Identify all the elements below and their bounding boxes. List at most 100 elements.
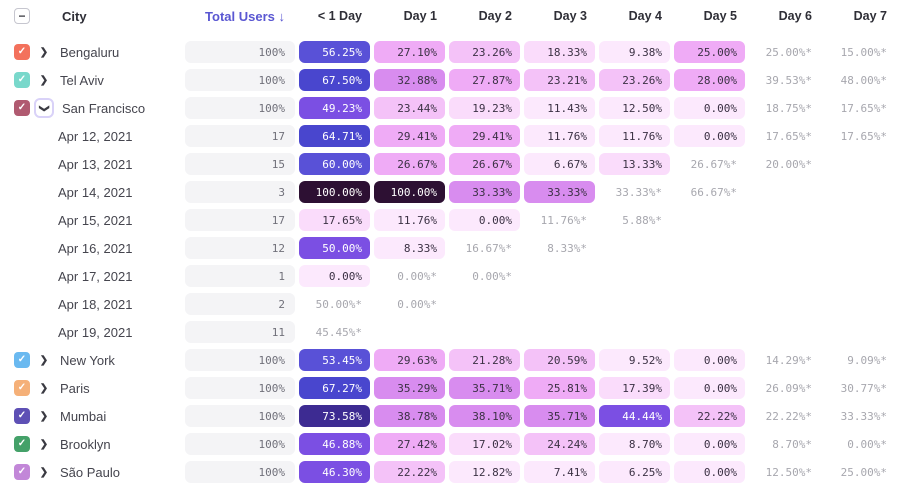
select-all-checkbox[interactable]: − bbox=[14, 8, 30, 24]
retention-cell[interactable]: 0.00% bbox=[299, 265, 370, 287]
retention-cell[interactable]: 8.70% bbox=[599, 433, 670, 455]
retention-cell[interactable]: 25.81% bbox=[524, 377, 595, 399]
retention-cell[interactable]: 23.26% bbox=[449, 41, 520, 63]
retention-cell-estimated[interactable]: 20.00%* bbox=[765, 157, 812, 171]
retention-cell[interactable]: 17.39% bbox=[599, 377, 670, 399]
retention-cell[interactable]: 26.67% bbox=[374, 153, 445, 175]
retention-cell[interactable]: 33.33% bbox=[449, 181, 520, 203]
row-checkbox-tel-aviv[interactable]: ✓ bbox=[14, 72, 30, 88]
retention-cell-estimated[interactable]: 18.75%* bbox=[765, 101, 812, 115]
retention-cell[interactable]: 27.10% bbox=[374, 41, 445, 63]
retention-cell[interactable]: 46.30% bbox=[299, 461, 370, 483]
retention-cell[interactable]: 11.76% bbox=[524, 125, 595, 147]
retention-cell-estimated[interactable]: 66.67%* bbox=[690, 185, 737, 199]
expand-chevron-icon[interactable]: ❯ bbox=[36, 75, 52, 86]
retention-cell[interactable]: 60.00% bbox=[299, 153, 370, 175]
retention-cell[interactable]: 100.00% bbox=[374, 181, 445, 203]
retention-cell[interactable]: 23.44% bbox=[374, 97, 445, 119]
retention-cell-estimated[interactable]: 22.22%* bbox=[765, 409, 812, 423]
retention-cell[interactable]: 11.76% bbox=[374, 209, 445, 231]
retention-cell[interactable]: 6.67% bbox=[524, 153, 595, 175]
retention-cell[interactable]: 56.25% bbox=[299, 41, 370, 63]
retention-cell[interactable]: 0.00% bbox=[674, 349, 745, 371]
retention-cell[interactable]: 17.65% bbox=[299, 209, 370, 231]
retention-cell[interactable]: 35.29% bbox=[374, 377, 445, 399]
retention-cell[interactable]: 11.76% bbox=[599, 125, 670, 147]
retention-cell[interactable]: 19.23% bbox=[449, 97, 520, 119]
retention-cell-estimated[interactable]: 5.88%* bbox=[622, 213, 662, 227]
retention-cell[interactable]: 25.00% bbox=[674, 41, 745, 63]
retention-cell-estimated[interactable]: 48.00%* bbox=[840, 73, 887, 87]
row-checkbox-san-francisco[interactable]: ✓ bbox=[14, 100, 30, 116]
retention-cell-estimated[interactable]: 39.53%* bbox=[765, 73, 812, 87]
retention-cell[interactable]: 0.00% bbox=[674, 433, 745, 455]
retention-cell[interactable]: 32.88% bbox=[374, 69, 445, 91]
retention-cell-estimated[interactable]: 30.77%* bbox=[840, 381, 887, 395]
collapse-chevron-icon[interactable]: ❯ bbox=[34, 98, 54, 118]
retention-cell[interactable]: 29.41% bbox=[374, 125, 445, 147]
retention-cell-estimated[interactable]: 11.76%* bbox=[540, 213, 587, 227]
retention-cell[interactable]: 12.50% bbox=[599, 97, 670, 119]
retention-cell-estimated[interactable]: 14.29%* bbox=[765, 353, 812, 367]
retention-cell[interactable]: 73.58% bbox=[299, 405, 370, 427]
retention-cell[interactable]: 8.33% bbox=[374, 237, 445, 259]
retention-cell-estimated[interactable]: 45.45%* bbox=[315, 325, 362, 339]
retention-cell[interactable]: 28.00% bbox=[674, 69, 745, 91]
retention-cell-estimated[interactable]: 16.67%* bbox=[465, 241, 512, 255]
retention-cell[interactable]: 27.87% bbox=[449, 69, 520, 91]
retention-cell[interactable]: 12.82% bbox=[449, 461, 520, 483]
retention-cell[interactable]: 100.00% bbox=[299, 181, 370, 203]
row-checkbox-paris[interactable]: ✓ bbox=[14, 380, 30, 396]
retention-cell[interactable]: 0.00% bbox=[449, 209, 520, 231]
retention-cell[interactable]: 7.41% bbox=[524, 461, 595, 483]
retention-cell-estimated[interactable]: 0.00%* bbox=[397, 269, 437, 283]
retention-cell[interactable]: 23.21% bbox=[524, 69, 595, 91]
retention-cell-estimated[interactable]: 0.00%* bbox=[847, 437, 887, 451]
retention-cell[interactable]: 29.41% bbox=[449, 125, 520, 147]
retention-cell[interactable]: 17.02% bbox=[449, 433, 520, 455]
retention-cell-estimated[interactable]: 17.65%* bbox=[840, 101, 887, 115]
row-checkbox-new-york[interactable]: ✓ bbox=[14, 352, 30, 368]
expand-chevron-icon[interactable]: ❯ bbox=[36, 439, 52, 450]
retention-cell-estimated[interactable]: 50.00%* bbox=[315, 297, 362, 311]
column-header-total-users[interactable]: Total Users ↓ bbox=[205, 8, 285, 24]
retention-cell[interactable]: 9.52% bbox=[599, 349, 670, 371]
retention-cell[interactable]: 6.25% bbox=[599, 461, 670, 483]
retention-cell[interactable]: 9.38% bbox=[599, 41, 670, 63]
retention-cell[interactable]: 38.10% bbox=[449, 405, 520, 427]
retention-cell[interactable]: 35.71% bbox=[449, 377, 520, 399]
retention-cell[interactable]: 24.24% bbox=[524, 433, 595, 455]
retention-cell[interactable]: 0.00% bbox=[674, 377, 745, 399]
retention-cell-estimated[interactable]: 26.09%* bbox=[765, 381, 812, 395]
retention-cell[interactable]: 29.63% bbox=[374, 349, 445, 371]
retention-cell-estimated[interactable]: 26.67%* bbox=[690, 157, 737, 171]
row-checkbox-brooklyn[interactable]: ✓ bbox=[14, 436, 30, 452]
retention-cell[interactable]: 33.33% bbox=[524, 181, 595, 203]
retention-cell-estimated[interactable]: 33.33%* bbox=[840, 409, 887, 423]
retention-cell[interactable]: 0.00% bbox=[674, 461, 745, 483]
retention-cell-estimated[interactable]: 17.65%* bbox=[765, 129, 812, 143]
expand-chevron-icon[interactable]: ❯ bbox=[36, 47, 52, 58]
retention-cell[interactable]: 64.71% bbox=[299, 125, 370, 147]
retention-cell[interactable]: 50.00% bbox=[299, 237, 370, 259]
retention-cell-estimated[interactable]: 0.00%* bbox=[397, 297, 437, 311]
expand-chevron-icon[interactable]: ❯ bbox=[36, 355, 52, 366]
retention-cell[interactable]: 67.27% bbox=[299, 377, 370, 399]
retention-cell-estimated[interactable]: 8.33%* bbox=[547, 241, 587, 255]
row-checkbox-mumbai[interactable]: ✓ bbox=[14, 408, 30, 424]
retention-cell[interactable]: 44.44% bbox=[599, 405, 670, 427]
retention-cell[interactable]: 0.00% bbox=[674, 97, 745, 119]
retention-cell[interactable]: 46.88% bbox=[299, 433, 370, 455]
retention-cell-estimated[interactable]: 17.65%* bbox=[840, 129, 887, 143]
retention-cell[interactable]: 22.22% bbox=[374, 461, 445, 483]
retention-cell[interactable]: 18.33% bbox=[524, 41, 595, 63]
row-checkbox-sao-paulo[interactable]: ✓ bbox=[14, 464, 30, 480]
retention-cell[interactable]: 49.23% bbox=[299, 97, 370, 119]
expand-chevron-icon[interactable]: ❯ bbox=[36, 467, 52, 478]
retention-cell[interactable]: 67.50% bbox=[299, 69, 370, 91]
retention-cell[interactable]: 22.22% bbox=[674, 405, 745, 427]
retention-cell[interactable]: 35.71% bbox=[524, 405, 595, 427]
retention-cell-estimated[interactable]: 25.00%* bbox=[840, 465, 887, 479]
expand-chevron-icon[interactable]: ❯ bbox=[36, 411, 52, 422]
retention-cell[interactable]: 0.00% bbox=[674, 125, 745, 147]
